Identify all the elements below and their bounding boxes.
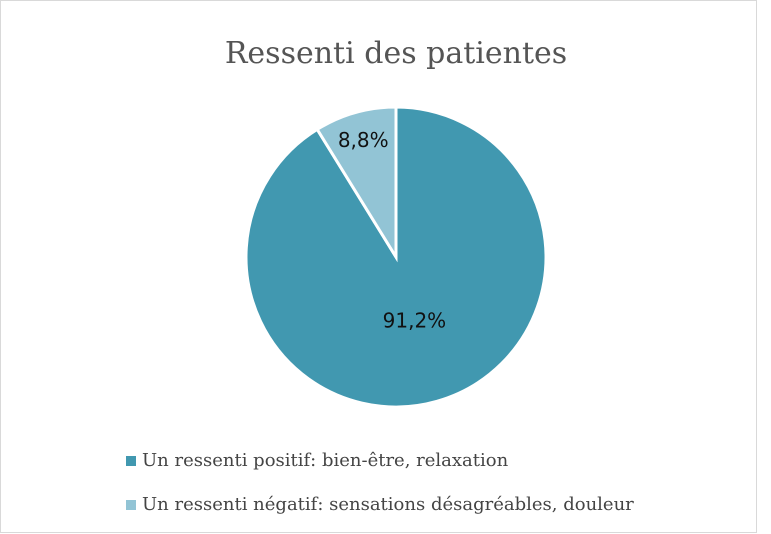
legend-swatch <box>126 500 136 510</box>
legend-label: Un ressenti positif: bien-être, relaxati… <box>142 450 509 471</box>
data-label: 8,8% <box>338 128 389 152</box>
pie-slice <box>244 105 548 409</box>
legend-label: Un ressenti négatif: sensations désagréa… <box>142 494 634 515</box>
pie-slice <box>315 105 398 263</box>
legend-swatch <box>126 456 136 466</box>
data-label: 91,2% <box>383 308 447 332</box>
chart-title: Ressenti des patientes <box>225 36 567 71</box>
